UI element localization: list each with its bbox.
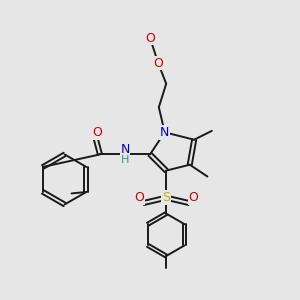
Text: O: O bbox=[188, 191, 198, 204]
Text: N: N bbox=[160, 126, 169, 139]
Text: S: S bbox=[162, 191, 170, 204]
Text: N: N bbox=[120, 143, 130, 156]
Text: O: O bbox=[145, 32, 155, 45]
Text: O: O bbox=[153, 57, 163, 70]
Text: O: O bbox=[134, 191, 144, 204]
Text: O: O bbox=[92, 126, 102, 139]
Text: O: O bbox=[153, 57, 163, 70]
Text: H: H bbox=[121, 155, 129, 165]
